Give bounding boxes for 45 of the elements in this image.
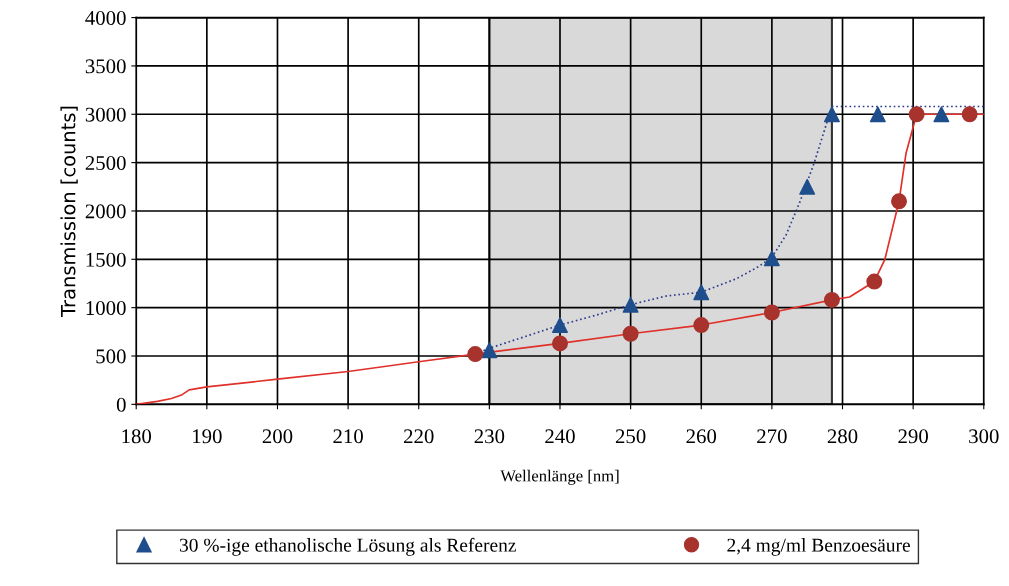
x-tick-label: 270 [757, 429, 787, 444]
x-tick-label: 260 [686, 429, 717, 444]
x-axis-title: Wellenlänge [nm] [500, 469, 619, 485]
x-tick-label: 220 [404, 429, 434, 444]
point [823, 106, 840, 123]
point [799, 178, 816, 195]
y-tick-label: 0 [116, 397, 126, 412]
point [933, 106, 950, 123]
x-tick-label: 250 [615, 429, 646, 444]
point [891, 193, 907, 210]
point [869, 106, 886, 123]
point [866, 273, 883, 290]
point [622, 296, 639, 313]
x-tick-label: 290 [898, 429, 928, 444]
y-tick-label: 1000 [86, 301, 126, 316]
y-tick-label: 2000 [85, 204, 126, 219]
y-axis-title: Transmission [counts] [60, 106, 78, 317]
y-tick-label: 500 [96, 349, 126, 364]
x-tick-label: 230 [474, 429, 505, 444]
point [763, 250, 780, 267]
point [763, 304, 780, 321]
point [693, 317, 710, 334]
x-tick-label: 210 [333, 429, 363, 444]
x-tick-label: 200 [262, 429, 293, 444]
x-tick-label: 280 [827, 429, 858, 444]
point [908, 106, 925, 123]
y-tick-label: 2500 [85, 155, 126, 171]
point [552, 335, 568, 352]
x-tick-label: 190 [193, 429, 222, 444]
y-tick-label: 3500 [85, 59, 126, 74]
point [481, 342, 498, 359]
y-tick-label: 4000 [85, 10, 126, 26]
x-tick-label: 240 [545, 429, 575, 444]
x-tick-label: 300 [969, 429, 999, 444]
point [467, 346, 484, 363]
point [622, 325, 639, 342]
x-tick-label: 180 [122, 429, 152, 444]
point [552, 317, 568, 334]
legend-label: 2,4 mg/ml Benzoesäure [727, 538, 910, 556]
y-tick-label: 3000 [85, 107, 126, 122]
point [823, 291, 840, 308]
y-tick-label: 1500 [86, 252, 126, 267]
point [961, 106, 978, 123]
point [693, 284, 710, 301]
legend-label: 30 %-ige ethanolische Lösung als Referenz [179, 537, 516, 556]
